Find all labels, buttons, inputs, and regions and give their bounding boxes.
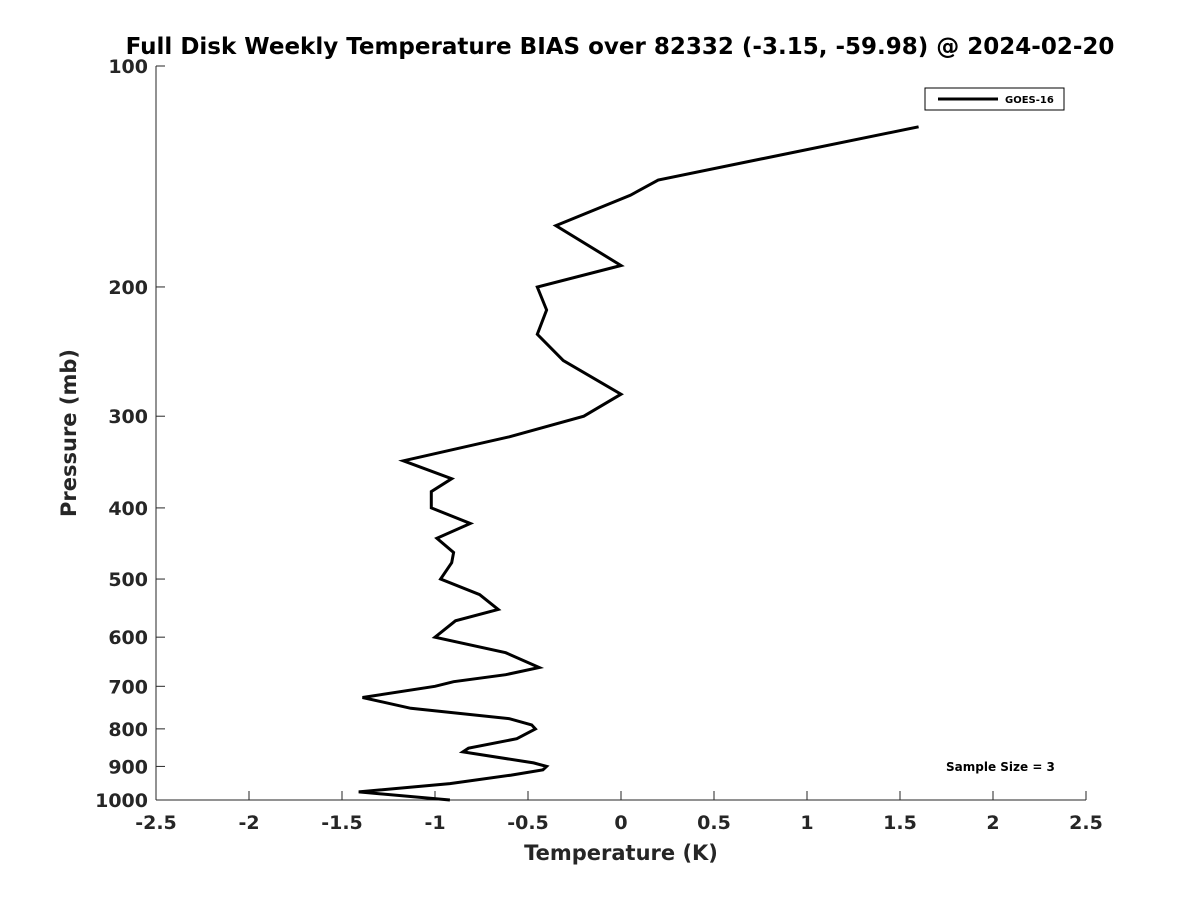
x-tick-label: 0 bbox=[614, 812, 627, 834]
legend: GOES-16 bbox=[924, 87, 1065, 111]
x-tick-label: -0.5 bbox=[507, 812, 549, 834]
x-tick-label: -1.5 bbox=[321, 812, 363, 834]
x-tick-label: 1 bbox=[800, 812, 813, 834]
x-tick-label: -2 bbox=[238, 812, 259, 834]
y-axis-label: Pressure (mb) bbox=[57, 349, 81, 517]
legend-label-goes-16: GOES-16 bbox=[1005, 95, 1054, 106]
y-ticks: 100 200 300 400 500 600 700 800 900 1000 bbox=[95, 56, 165, 812]
y-tick-label: 400 bbox=[108, 498, 148, 520]
y-tick-label: 500 bbox=[108, 569, 148, 591]
chart-title: Full Disk Weekly Temperature BIAS over 8… bbox=[126, 34, 1115, 60]
y-tick-label: 1000 bbox=[95, 790, 148, 812]
x-tick-label: 0.5 bbox=[697, 812, 731, 834]
x-tick-label: 2 bbox=[986, 812, 999, 834]
y-tick-label: 700 bbox=[108, 676, 148, 698]
x-tick-label: 1.5 bbox=[883, 812, 917, 834]
x-tick-label: -1 bbox=[424, 812, 445, 834]
y-tick-label: 900 bbox=[108, 756, 148, 778]
series-line-goes-16 bbox=[358, 125, 919, 802]
y-tick-label: 600 bbox=[108, 627, 148, 649]
y-tick-label: 800 bbox=[108, 719, 148, 741]
y-tick-label: 100 bbox=[108, 56, 148, 78]
y-tick-label: 300 bbox=[108, 406, 148, 428]
x-axis-label: Temperature (K) bbox=[524, 841, 718, 865]
sample-size-annotation: Sample Size = 3 bbox=[946, 760, 1055, 774]
series-group bbox=[358, 125, 919, 802]
x-tick-label: 2.5 bbox=[1069, 812, 1103, 834]
x-tick-label: -2.5 bbox=[135, 812, 177, 834]
x-ticks: -2.5 -2 -1.5 -1 -0.5 0 0.5 1 1.5 2 2.5 bbox=[135, 791, 1103, 834]
y-tick-label: 200 bbox=[108, 277, 148, 299]
